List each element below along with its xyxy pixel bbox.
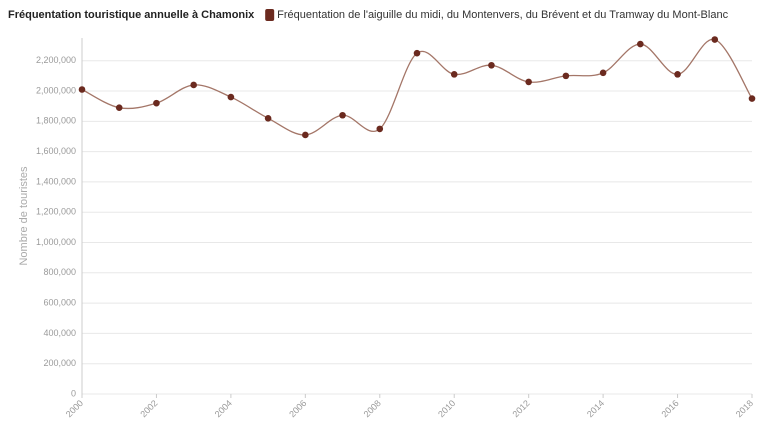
x-tick-label: 2010 xyxy=(436,398,457,419)
point xyxy=(599,69,607,77)
y-tick-label: 200,000 xyxy=(43,358,76,368)
y-tick-label: 1,000,000 xyxy=(36,237,76,247)
y-tick-label: 1,400,000 xyxy=(36,176,76,186)
point xyxy=(450,71,458,78)
point xyxy=(637,40,644,48)
x-tick-label: 2002 xyxy=(138,398,159,419)
legend-label: Fréquentation de l'aiguille du midi, du … xyxy=(277,9,728,21)
point xyxy=(227,93,235,101)
y-tick-label: 2,200,000 xyxy=(36,55,76,65)
point xyxy=(711,36,719,43)
point xyxy=(525,78,532,86)
chart-title: Fréquentation touristique annuelle à Cha… xyxy=(8,9,255,21)
y-tick-label: 0 xyxy=(71,388,76,398)
y-tick-label: 1,600,000 xyxy=(36,146,76,156)
point xyxy=(339,111,346,119)
point xyxy=(748,95,756,102)
x-tick-label: 2008 xyxy=(362,398,383,419)
point xyxy=(413,49,421,57)
x-tick-label: 2018 xyxy=(734,398,755,419)
x-tick-label: 2000 xyxy=(64,398,85,419)
y-tick-label: 2,000,000 xyxy=(36,85,76,95)
point xyxy=(264,114,272,122)
y-tick-label: 400,000 xyxy=(43,328,76,338)
point xyxy=(190,81,197,89)
point xyxy=(562,72,570,80)
x-tick-label: 2006 xyxy=(287,398,308,419)
y-tick-label: 600,000 xyxy=(43,297,76,307)
point xyxy=(488,61,495,69)
x-tick-label: 2012 xyxy=(511,398,532,419)
legend-swatch xyxy=(265,9,275,21)
point xyxy=(674,71,681,78)
x-tick-label: 2016 xyxy=(659,398,680,419)
point xyxy=(376,125,384,133)
point xyxy=(115,104,123,111)
point xyxy=(78,86,86,93)
y-tick-label: 1,800,000 xyxy=(36,116,76,126)
point xyxy=(302,131,309,139)
point xyxy=(153,99,160,107)
y-tick-label: 1,200,000 xyxy=(36,207,76,217)
y-tick-label: 800,000 xyxy=(43,267,76,277)
x-tick-label: 2014 xyxy=(585,398,606,419)
y-axis-label: Nombre de touristes xyxy=(18,166,30,266)
x-tick-label: 2004 xyxy=(213,398,234,419)
